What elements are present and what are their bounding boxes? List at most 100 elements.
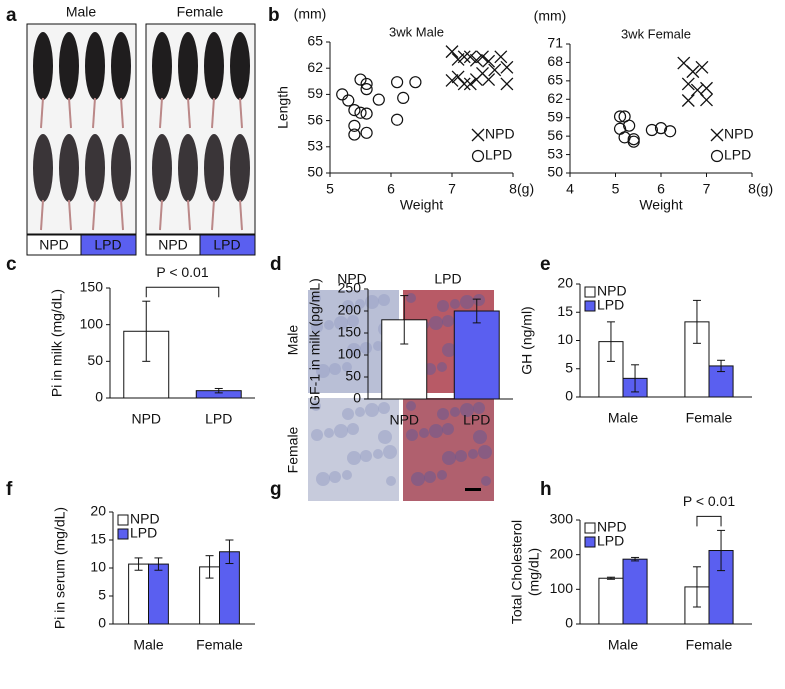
- cell: [419, 428, 429, 438]
- y-tick-label: 100: [550, 580, 574, 596]
- mouse: [85, 134, 105, 202]
- x-tick-label: NPD: [389, 412, 419, 428]
- y-axis-label: GH (ng/ml): [519, 306, 535, 374]
- mouse-tail: [68, 199, 72, 231]
- panel-label: d: [270, 254, 282, 275]
- mouse-tail: [120, 97, 124, 129]
- legend-label: NPD: [597, 283, 627, 299]
- cell: [450, 299, 460, 309]
- cell: [442, 315, 454, 327]
- panel-label: b: [268, 5, 280, 26]
- cell: [355, 407, 365, 417]
- y-tick-label: 200: [338, 302, 362, 318]
- point: [360, 83, 373, 96]
- mouse: [204, 32, 224, 100]
- point: [354, 106, 367, 119]
- mouse-tail: [92, 97, 96, 129]
- legend-label: LPD: [130, 525, 157, 541]
- cell: [424, 471, 436, 483]
- point: [488, 63, 502, 77]
- cell: [406, 293, 416, 303]
- column-label: LPD: [434, 271, 461, 287]
- group-label: LPD: [213, 237, 240, 253]
- cell: [355, 299, 365, 309]
- mouse: [204, 134, 224, 202]
- legend-label: NPD: [724, 126, 754, 142]
- mouse: [178, 134, 198, 202]
- legend-label: LPD: [724, 147, 751, 163]
- cell: [460, 295, 474, 309]
- cell: [429, 424, 443, 438]
- y-axis-label: Pi in serum (mg/dL): [52, 507, 68, 629]
- cell: [442, 423, 454, 435]
- y-tick-label: 150: [338, 324, 362, 340]
- y-axis-label: IGF-1 in milk (pg/mL): [307, 278, 323, 409]
- mouse: [111, 134, 131, 202]
- x-tick-label: LPD: [205, 411, 232, 427]
- y-tick-label: 50: [307, 164, 323, 180]
- mouse: [152, 32, 172, 100]
- legend-marker: [710, 128, 724, 142]
- cell: [365, 403, 379, 417]
- cell: [365, 295, 379, 309]
- y-tick-label: 200: [550, 545, 574, 561]
- cell: [386, 476, 396, 486]
- legend-label: LPD: [597, 297, 624, 313]
- bar: [598, 577, 624, 625]
- legend-swatch: [584, 286, 596, 298]
- y-tick-label: 53: [307, 138, 323, 154]
- bar: [148, 563, 169, 625]
- y-tick-label: 5: [98, 587, 106, 603]
- mouse-tail: [187, 199, 191, 231]
- cell: [347, 343, 361, 357]
- y-tick-label: 65: [307, 33, 323, 49]
- cell: [411, 472, 425, 486]
- x-tick-label: LPD: [463, 412, 490, 428]
- column-label: Female: [177, 4, 224, 20]
- y-unit: (mm): [294, 6, 327, 22]
- cell: [437, 470, 447, 480]
- point: [409, 76, 422, 89]
- mouse: [230, 32, 250, 100]
- group-box: [199, 234, 256, 256]
- point: [336, 88, 349, 101]
- point: [469, 53, 483, 67]
- y-tick-label: 20: [90, 503, 106, 519]
- cell: [342, 362, 352, 372]
- cell: [342, 470, 352, 480]
- mouse-tail: [120, 199, 124, 231]
- cell: [455, 450, 467, 462]
- cell: [429, 316, 443, 330]
- cell: [437, 300, 449, 312]
- point: [469, 73, 483, 87]
- cell: [311, 321, 323, 333]
- point: [654, 122, 668, 135]
- y-tick-label: 100: [338, 346, 362, 362]
- y-tick-label: 68: [547, 53, 563, 69]
- point: [700, 81, 713, 95]
- y-tick-label: 10: [557, 331, 573, 347]
- x-axis-label: Weight: [639, 197, 682, 213]
- legend-marker: [471, 128, 485, 142]
- legend-swatch: [117, 528, 129, 540]
- cell: [442, 451, 456, 465]
- point: [500, 77, 514, 91]
- mouse: [230, 134, 250, 202]
- y-tick-label: 0: [95, 389, 103, 405]
- point: [681, 94, 695, 107]
- y-tick-label: 62: [547, 90, 563, 106]
- y-tick-label: 59: [547, 108, 563, 124]
- group-label: NPD: [158, 237, 188, 253]
- bar: [128, 563, 149, 625]
- point: [354, 73, 367, 86]
- y-tick-label: 65: [547, 72, 563, 88]
- point: [500, 60, 514, 74]
- y-axis-label: Total Cholesterol: [509, 520, 525, 624]
- cell: [311, 293, 321, 303]
- cell: [378, 294, 390, 306]
- y-tick-label: 0: [565, 388, 573, 404]
- cell: [324, 320, 334, 330]
- significance-bracket: [145, 286, 220, 298]
- cell: [406, 429, 418, 441]
- cell: [342, 408, 354, 420]
